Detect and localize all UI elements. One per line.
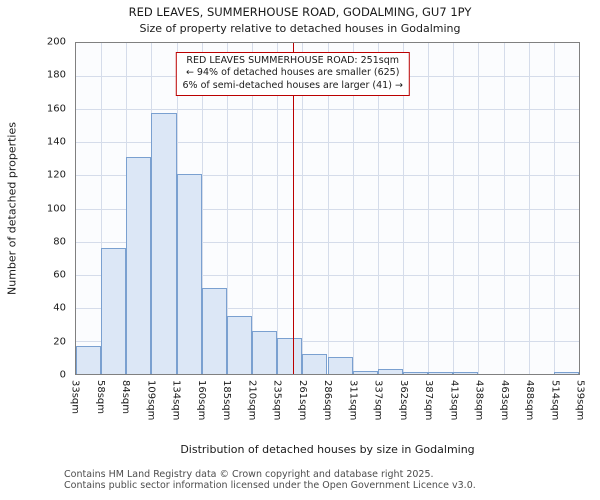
v-gridline	[327, 43, 329, 374]
gridlines	[76, 43, 579, 374]
footer-line-2: Contains public sector information licen…	[64, 480, 476, 492]
histogram-bar	[428, 372, 454, 374]
x-tick-label: 387sqm	[423, 380, 434, 421]
v-gridline	[252, 43, 254, 374]
x-tick-label: 235sqm	[271, 380, 283, 421]
v-gridline	[428, 43, 430, 374]
v-gridline	[377, 43, 379, 374]
x-tick-label: 311sqm	[347, 380, 359, 421]
histogram-bar	[201, 287, 227, 374]
x-tick-label: 488sqm	[524, 380, 535, 421]
x-tick-label: 84sqm	[120, 380, 131, 415]
x-tick-label: 362sqm	[397, 380, 409, 421]
x-tick-label: 58sqm	[94, 380, 106, 415]
v-gridline	[201, 43, 203, 374]
histogram-bar	[453, 372, 479, 374]
chart-title: RED LEAVES, SUMMERHOUSE ROAD, GODALMING,…	[128, 5, 472, 19]
histogram-bar	[327, 357, 353, 374]
x-tick-label: 337sqm	[372, 380, 384, 421]
x-tick-label: 210sqm	[246, 380, 258, 421]
x-tick-label: 286sqm	[322, 380, 333, 421]
histogram-bar	[277, 337, 303, 374]
v-gridline	[352, 43, 354, 374]
histogram-bar	[176, 173, 202, 374]
y-tick-label: 100	[46, 203, 66, 214]
property-size-marker-line	[292, 43, 294, 374]
plot-area: RED LEAVES SUMMERHOUSE ROAD: 251sqm ← 94…	[75, 42, 580, 375]
x-tick-label: 261sqm	[296, 380, 308, 421]
x-tick-label: 438sqm	[473, 380, 485, 421]
histogram-bar	[126, 157, 152, 374]
chart-subtitle: Size of property relative to detached ho…	[139, 22, 461, 35]
histogram-bar	[352, 370, 378, 374]
v-gridline	[277, 43, 279, 374]
x-tick-label: 463sqm	[498, 380, 510, 421]
x-tick-label: 514sqm	[549, 380, 561, 421]
y-tick-label: 200	[46, 36, 66, 48]
v-gridline	[101, 43, 103, 374]
x-axis-ticks: 33sqm 58sqm 84sqm 109sqm 134sqm 160sqm 185sqm 2…	[70, 378, 586, 438]
v-gridline	[226, 43, 228, 374]
histogram-bar	[101, 248, 127, 374]
x-tick-label: 185sqm	[221, 380, 232, 421]
y-tick-label: 20	[53, 336, 66, 348]
footer-line-1: Contains HM Land Registry data © Crown c…	[64, 469, 434, 480]
histogram-bar	[252, 330, 278, 374]
v-gridline	[478, 43, 480, 374]
v-gridline	[553, 43, 555, 374]
histogram-bar	[151, 112, 177, 374]
x-axis-label: Distribution of detached houses by size …	[180, 443, 475, 456]
annotation-line-3: 6% of semi-detached houses are larger (4…	[182, 79, 403, 91]
histogram-bar	[302, 354, 328, 374]
annotation-line-1: RED LEAVES SUMMERHOUSE ROAD: 251sqm	[186, 55, 399, 66]
y-tick-label: 120	[46, 169, 66, 181]
histogram-bar	[76, 345, 102, 374]
x-tick-label: 539sqm	[574, 380, 586, 421]
v-gridline	[402, 43, 404, 374]
y-tick-label: 60	[53, 269, 66, 281]
x-tick-label: 33sqm	[69, 380, 81, 415]
y-axis-ticks: 0 20 40 60 80 100 120 140 160 180 200	[38, 37, 70, 381]
x-tick-label: 109sqm	[145, 380, 157, 421]
histogram-bars	[76, 43, 579, 374]
histogram-bar	[377, 369, 403, 374]
y-tick-label: 40	[53, 302, 66, 314]
histogram-bar	[402, 372, 429, 374]
y-tick-label: 140	[46, 136, 66, 148]
y-tick-label: 180	[46, 69, 66, 81]
v-gridline	[528, 43, 530, 374]
y-axis-label: Number of detached properties	[5, 122, 19, 295]
annotation-line-2: ← 94% of detached houses are smaller (62…	[185, 67, 400, 79]
x-tick-label: 413sqm	[448, 380, 460, 421]
x-tick-label: 134sqm	[170, 380, 182, 421]
v-gridline	[453, 43, 455, 374]
histogram-bar	[226, 316, 253, 374]
x-tick-label: 160sqm	[195, 380, 207, 421]
histogram-bar	[553, 372, 579, 374]
y-tick-label: 0	[59, 369, 66, 381]
y-tick-label: 160	[46, 103, 66, 115]
v-gridline	[302, 43, 304, 374]
annotation-box: RED LEAVES SUMMERHOUSE ROAD: 251sqm ← 94…	[175, 52, 410, 97]
v-gridline	[503, 43, 505, 374]
attribution-footer: Contains HM Land Registry data © Crown c…	[64, 469, 476, 492]
y-tick-label: 80	[53, 236, 66, 248]
